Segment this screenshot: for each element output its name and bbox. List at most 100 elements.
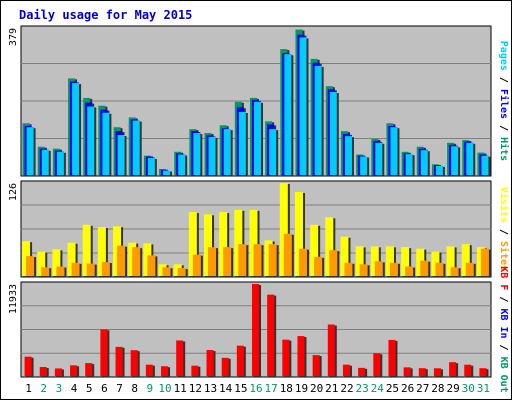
bar — [268, 244, 279, 277]
bar — [223, 247, 234, 277]
bar — [193, 133, 203, 176]
bar — [132, 247, 143, 277]
bar — [329, 92, 339, 176]
x-tick-label: 21 — [325, 382, 338, 395]
bar — [327, 324, 337, 377]
bar — [267, 294, 277, 377]
bar — [162, 267, 173, 277]
bar — [403, 367, 413, 377]
bar — [56, 266, 67, 277]
bar — [236, 345, 246, 377]
bar — [449, 362, 459, 377]
bar — [418, 368, 428, 377]
x-tick-label: 27 — [416, 382, 429, 395]
bar — [298, 248, 309, 277]
y-max-label: 11933 — [8, 284, 19, 314]
bar — [117, 134, 127, 176]
bar — [72, 83, 82, 176]
bar — [191, 365, 201, 377]
side-label-part: Files — [498, 89, 510, 119]
bar — [178, 154, 188, 176]
chart-title: Daily usage for May 2015 — [19, 8, 192, 22]
bar — [147, 158, 157, 176]
x-tick-label: 24 — [371, 382, 385, 395]
bar — [234, 209, 245, 277]
bar — [359, 264, 370, 277]
x-tick-label: 8 — [131, 382, 138, 395]
x-tick-label: 30 — [462, 382, 475, 395]
bar — [206, 350, 216, 377]
panel-pages-files-hits: 379 Pages / Files / Hits — [8, 25, 510, 177]
side-label-part: / — [498, 223, 509, 241]
bar — [314, 65, 324, 176]
bar — [253, 244, 264, 277]
bar — [433, 368, 443, 377]
bar — [204, 214, 215, 277]
bar — [176, 340, 186, 377]
bar — [481, 155, 491, 176]
series-side-label: KB F / KB In / KB Out — [498, 266, 509, 392]
bar — [54, 368, 64, 377]
bar — [479, 368, 489, 377]
x-tick-label: 20 — [310, 382, 323, 395]
bar — [446, 246, 457, 277]
x-tick-label: 28 — [431, 382, 444, 395]
x-tick-label: 11 — [174, 382, 187, 395]
bar — [26, 127, 36, 176]
bar — [71, 262, 82, 277]
bar — [405, 266, 416, 277]
x-tick-label: 16 — [249, 382, 262, 395]
bar — [294, 191, 305, 277]
bar — [208, 247, 219, 277]
x-tick-label: 26 — [401, 382, 414, 395]
bar — [115, 346, 125, 377]
bar — [465, 262, 476, 277]
bar — [223, 129, 233, 176]
side-label-part: Visits — [498, 187, 510, 223]
side-label-part: Hits — [498, 137, 510, 161]
bar — [312, 355, 322, 377]
x-tick-label: 31 — [477, 382, 490, 395]
bar — [375, 142, 385, 176]
bar — [145, 364, 155, 377]
bar — [283, 233, 294, 277]
bar — [374, 261, 385, 277]
bar — [67, 242, 78, 277]
bar — [97, 227, 108, 277]
bar — [390, 127, 400, 176]
bar — [41, 267, 52, 277]
x-tick-label: 13 — [204, 382, 217, 395]
bar — [254, 101, 263, 176]
bar — [41, 149, 51, 176]
bar — [192, 254, 203, 277]
x-tick-label: 25 — [386, 382, 399, 395]
bar — [279, 183, 290, 277]
bar — [26, 256, 37, 277]
bar — [82, 224, 93, 277]
side-label-part: Pages — [498, 41, 509, 71]
x-tick-label: 15 — [234, 382, 247, 395]
bar — [480, 248, 491, 277]
bar — [358, 367, 368, 377]
x-tick-label: 10 — [158, 382, 171, 395]
bar — [249, 209, 260, 277]
bar — [420, 260, 431, 277]
side-label-part: KB Out — [498, 357, 509, 393]
bar — [461, 244, 472, 277]
bar — [188, 212, 199, 277]
x-tick-label: 23 — [356, 382, 369, 395]
bar — [269, 129, 279, 176]
x-tick-label: 19 — [295, 382, 308, 395]
x-tick-label: 14 — [219, 382, 233, 395]
bar — [451, 146, 461, 176]
bar — [37, 251, 48, 277]
side-label-part: KB In — [498, 308, 509, 338]
bar — [435, 165, 445, 176]
bar — [219, 212, 230, 277]
x-tick-label: 29 — [446, 382, 459, 395]
bar — [52, 249, 63, 277]
side-label-part: / — [498, 71, 509, 89]
series-side-label: Visits / Sites — [498, 187, 510, 271]
bar — [340, 236, 351, 277]
